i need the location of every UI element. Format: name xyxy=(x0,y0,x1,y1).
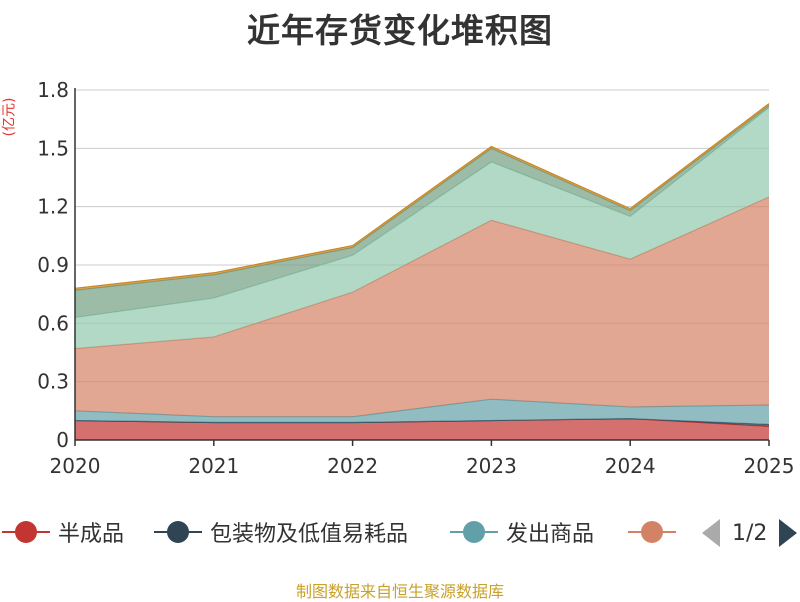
legend-marker xyxy=(154,520,202,544)
y-tick-label: 1.5 xyxy=(37,136,69,160)
y-tick-label: 0.6 xyxy=(37,311,69,335)
area-series-4 xyxy=(75,107,769,349)
legend-label: 发出商品 xyxy=(506,522,595,547)
legend-marker xyxy=(628,520,676,544)
y-tick-label: 1.8 xyxy=(37,78,69,102)
area-series-0 xyxy=(75,418,769,440)
y-tick-label: 0.3 xyxy=(37,370,69,394)
area-series-3 xyxy=(75,196,769,417)
chart-plot-area: 0 0.3 0.6 0.9 1.2 1.5 1.8 2020 2021 2022 2023 2024 2… xyxy=(37,78,794,478)
legend: 半成品 包装物及低值易耗品 发出商品 xyxy=(0,512,800,556)
area-series-5 xyxy=(75,105,769,318)
y-tick-label: 0.9 xyxy=(37,253,69,277)
legend-label: 半成品 xyxy=(58,522,125,547)
axes: 0 0.3 0.6 0.9 1.2 1.5 1.8 2020 2021 2022 2023 2024 2… xyxy=(37,78,794,478)
x-tick-label: 2021 xyxy=(188,454,239,478)
y-tick-label: 1.2 xyxy=(37,195,69,219)
legend-item-1[interactable]: 包装物及低值易耗品 xyxy=(154,512,408,552)
area-series-6 xyxy=(75,103,769,291)
line-series-6 xyxy=(74,103,770,289)
legend-prev-page-icon[interactable] xyxy=(702,519,720,547)
x-tick-label: 2025 xyxy=(744,454,795,478)
legend-marker xyxy=(450,520,498,544)
legend-item-2[interactable]: 发出商品 xyxy=(450,512,594,552)
legend-label: 包装物及低值易耗品 xyxy=(210,522,409,547)
source-note: 制图数据来自恒生聚源数据库 xyxy=(295,582,504,601)
legend-next-page-icon[interactable] xyxy=(779,519,798,547)
legend-item-0[interactable]: 半成品 xyxy=(2,512,124,552)
legend-item-3[interactable] xyxy=(628,512,684,552)
y-tick-label: 0 xyxy=(56,428,69,452)
x-tick-label: 2024 xyxy=(605,454,656,478)
legend-marker xyxy=(2,520,50,544)
x-tick-label: 2023 xyxy=(466,454,517,478)
stacked-areas xyxy=(74,103,770,440)
legend-page-indicator: 1/2 xyxy=(732,520,768,546)
x-tick-label: 2022 xyxy=(327,454,378,478)
legend-pager: 1/2 xyxy=(702,515,798,551)
x-tick-label: 2020 xyxy=(50,454,101,478)
chart-title: 近年存货变化堆积图 xyxy=(247,11,553,50)
